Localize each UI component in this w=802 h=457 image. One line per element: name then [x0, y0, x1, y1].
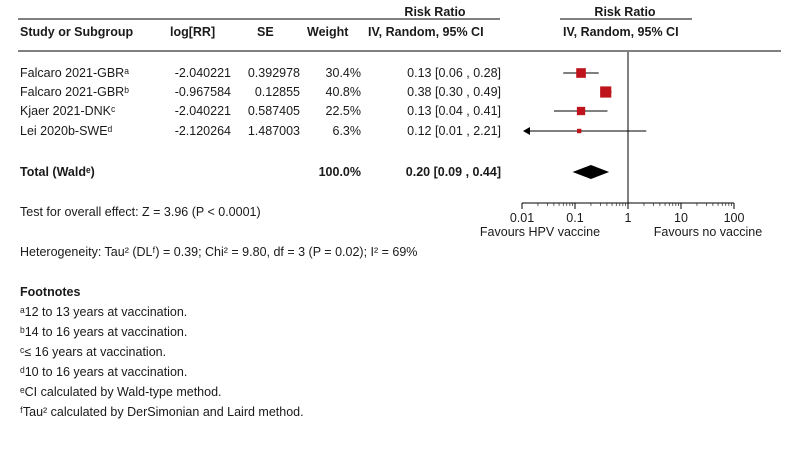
footnote-item: ᵃ12 to 13 years at vaccination.	[20, 305, 188, 319]
col-header-logrr: log[RR]	[170, 25, 216, 39]
ci-arrow	[523, 127, 530, 135]
total-label: Total (Waldᵉ)	[20, 165, 95, 179]
ci-value: 0.12 [0.01 , 2.21]	[407, 124, 501, 138]
se-value: 0.392978	[247, 66, 300, 80]
ci-value: 0.13 [0.06 , 0.28]	[407, 66, 501, 80]
footnote-item: ᶠTau² calculated by DerSimonian and Lair…	[20, 405, 304, 419]
se-value: 0.12855	[254, 85, 300, 99]
logrr-value: -2.120264	[174, 124, 231, 138]
col-header-study: Study or Subgroup	[20, 25, 134, 39]
x-tick-label: 0.01	[510, 211, 534, 225]
total-diamond	[572, 165, 610, 179]
footnote-item: ᵈ10 to 16 years at vaccination.	[20, 365, 188, 379]
total-ci: 0.20 [0.09 , 0.44]	[405, 165, 501, 179]
x-tick-label: 10	[674, 211, 688, 225]
study-marker	[576, 106, 586, 116]
footnotes-title: Footnotes	[20, 285, 81, 299]
study-marker	[600, 86, 612, 98]
rr-header-right: Risk Ratio	[594, 5, 656, 19]
weight-value: 6.3%	[332, 124, 362, 138]
study-name: Falcaro 2021-GBRᵃ	[20, 66, 129, 80]
study-name: Lei 2020b-SWEᵈ	[20, 124, 113, 138]
logrr-value: -2.040221	[174, 104, 231, 118]
x-tick-label: 0.1	[566, 211, 583, 225]
footnote-item: ᵇ14 to 16 years at vaccination.	[20, 325, 188, 339]
study-name: Falcaro 2021-GBRᵇ	[20, 85, 129, 99]
ci-value: 0.13 [0.04 , 0.41]	[407, 104, 501, 118]
favours-right-label: Favours no vaccine	[654, 225, 762, 239]
study-name: Kjaer 2021-DNKᶜ	[20, 104, 116, 118]
col-header-weight: Weight	[307, 25, 349, 39]
footnote-item: ᶜ≤ 16 years at vaccination.	[20, 345, 167, 359]
se-value: 1.487003	[247, 124, 300, 138]
x-tick-label: 100	[724, 211, 745, 225]
col-header-ci-right: IV, Random, 95% CI	[563, 25, 679, 39]
study-marker	[577, 128, 582, 134]
study-marker	[576, 68, 586, 78]
overall-effect-test: Test for overall effect: Z = 3.96 (P < 0…	[20, 205, 261, 219]
se-value: 0.587405	[247, 104, 300, 118]
weight-value: 22.5%	[325, 104, 361, 118]
weight-value: 30.4%	[325, 66, 361, 80]
weight-value: 40.8%	[325, 85, 361, 99]
logrr-value: -0.967584	[174, 85, 231, 99]
total-weight: 100.0%	[318, 165, 361, 179]
footnote-item: ᵉCI calculated by Wald-type method.	[20, 385, 222, 399]
x-tick-label: 1	[625, 211, 632, 225]
rr-header-left: Risk Ratio	[404, 5, 466, 19]
logrr-value: -2.040221	[174, 66, 231, 80]
favours-left-label: Favours HPV vaccine	[480, 225, 600, 239]
ci-value: 0.38 [0.30 , 0.49]	[407, 85, 501, 99]
col-header-se: SE	[257, 25, 274, 39]
heterogeneity-stats: Heterogeneity: Tau² (DLᶠ) = 0.39; Chi² =…	[20, 245, 418, 259]
col-header-ci-left: IV, Random, 95% CI	[368, 25, 484, 39]
